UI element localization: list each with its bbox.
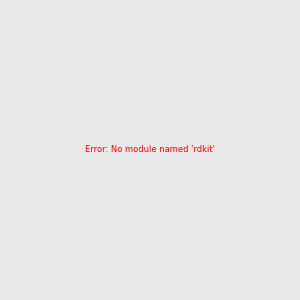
Text: Error: No module named 'rdkit': Error: No module named 'rdkit' (85, 146, 215, 154)
